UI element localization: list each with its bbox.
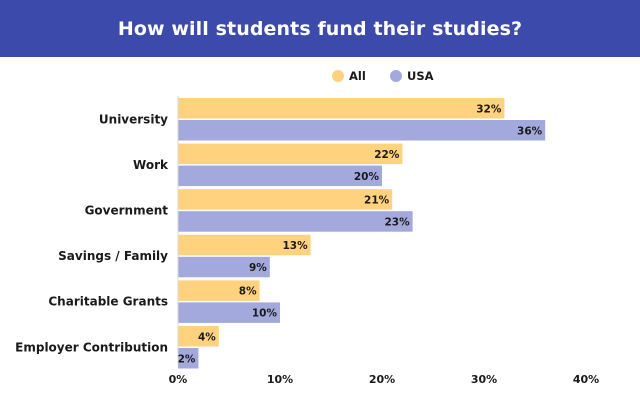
- x-tick-label: 10%: [267, 373, 293, 386]
- category-label: Government: [85, 203, 169, 217]
- legend-swatch-usa: [390, 70, 402, 82]
- bar-value-label: 10%: [252, 308, 278, 320]
- legend-label-all: All: [349, 69, 366, 83]
- category-label: Work: [133, 158, 169, 172]
- bar-value-label: 9%: [249, 262, 267, 274]
- bar-value-label: 20%: [354, 171, 380, 183]
- bar-all: [178, 98, 505, 119]
- x-tick-label: 20%: [369, 373, 395, 386]
- bar-value-label: 2%: [178, 353, 196, 365]
- bar-value-label: 23%: [384, 216, 410, 228]
- category-label: Employer Contribution: [15, 340, 168, 354]
- bar-value-label: 36%: [517, 125, 543, 137]
- bar-all: [178, 326, 219, 347]
- x-tick-label: 30%: [471, 373, 497, 386]
- x-tick-label: 40%: [573, 373, 599, 386]
- bar-value-label: 4%: [198, 331, 216, 343]
- bar-all: [178, 280, 260, 301]
- bar-usa: [178, 302, 280, 323]
- category-label: University: [99, 112, 168, 126]
- chart-header: How will students fund their studies?: [0, 0, 640, 57]
- bar-usa: [178, 256, 270, 278]
- category-label: Savings / Family: [58, 249, 168, 263]
- bar-usa: [178, 211, 413, 232]
- bar-usa: [178, 120, 546, 141]
- category-label: Charitable Grants: [48, 295, 168, 309]
- bar-all: [178, 189, 393, 210]
- bar-all: [178, 143, 403, 165]
- bar-value-label: 22%: [374, 149, 400, 161]
- legend-label-usa: USA: [407, 69, 434, 83]
- bar-usa: [178, 165, 382, 187]
- bar-value-label: 21%: [364, 194, 390, 206]
- chart-title: How will students fund their studies?: [117, 17, 523, 40]
- bar-value-label: 32%: [476, 103, 502, 115]
- bar-usa: [178, 348, 199, 369]
- legend-swatch-all: [332, 70, 344, 82]
- bar-all: [178, 234, 311, 256]
- bar-value-label: 8%: [239, 286, 257, 298]
- bar-value-label: 13%: [282, 240, 308, 252]
- x-tick-label: 0%: [169, 373, 188, 386]
